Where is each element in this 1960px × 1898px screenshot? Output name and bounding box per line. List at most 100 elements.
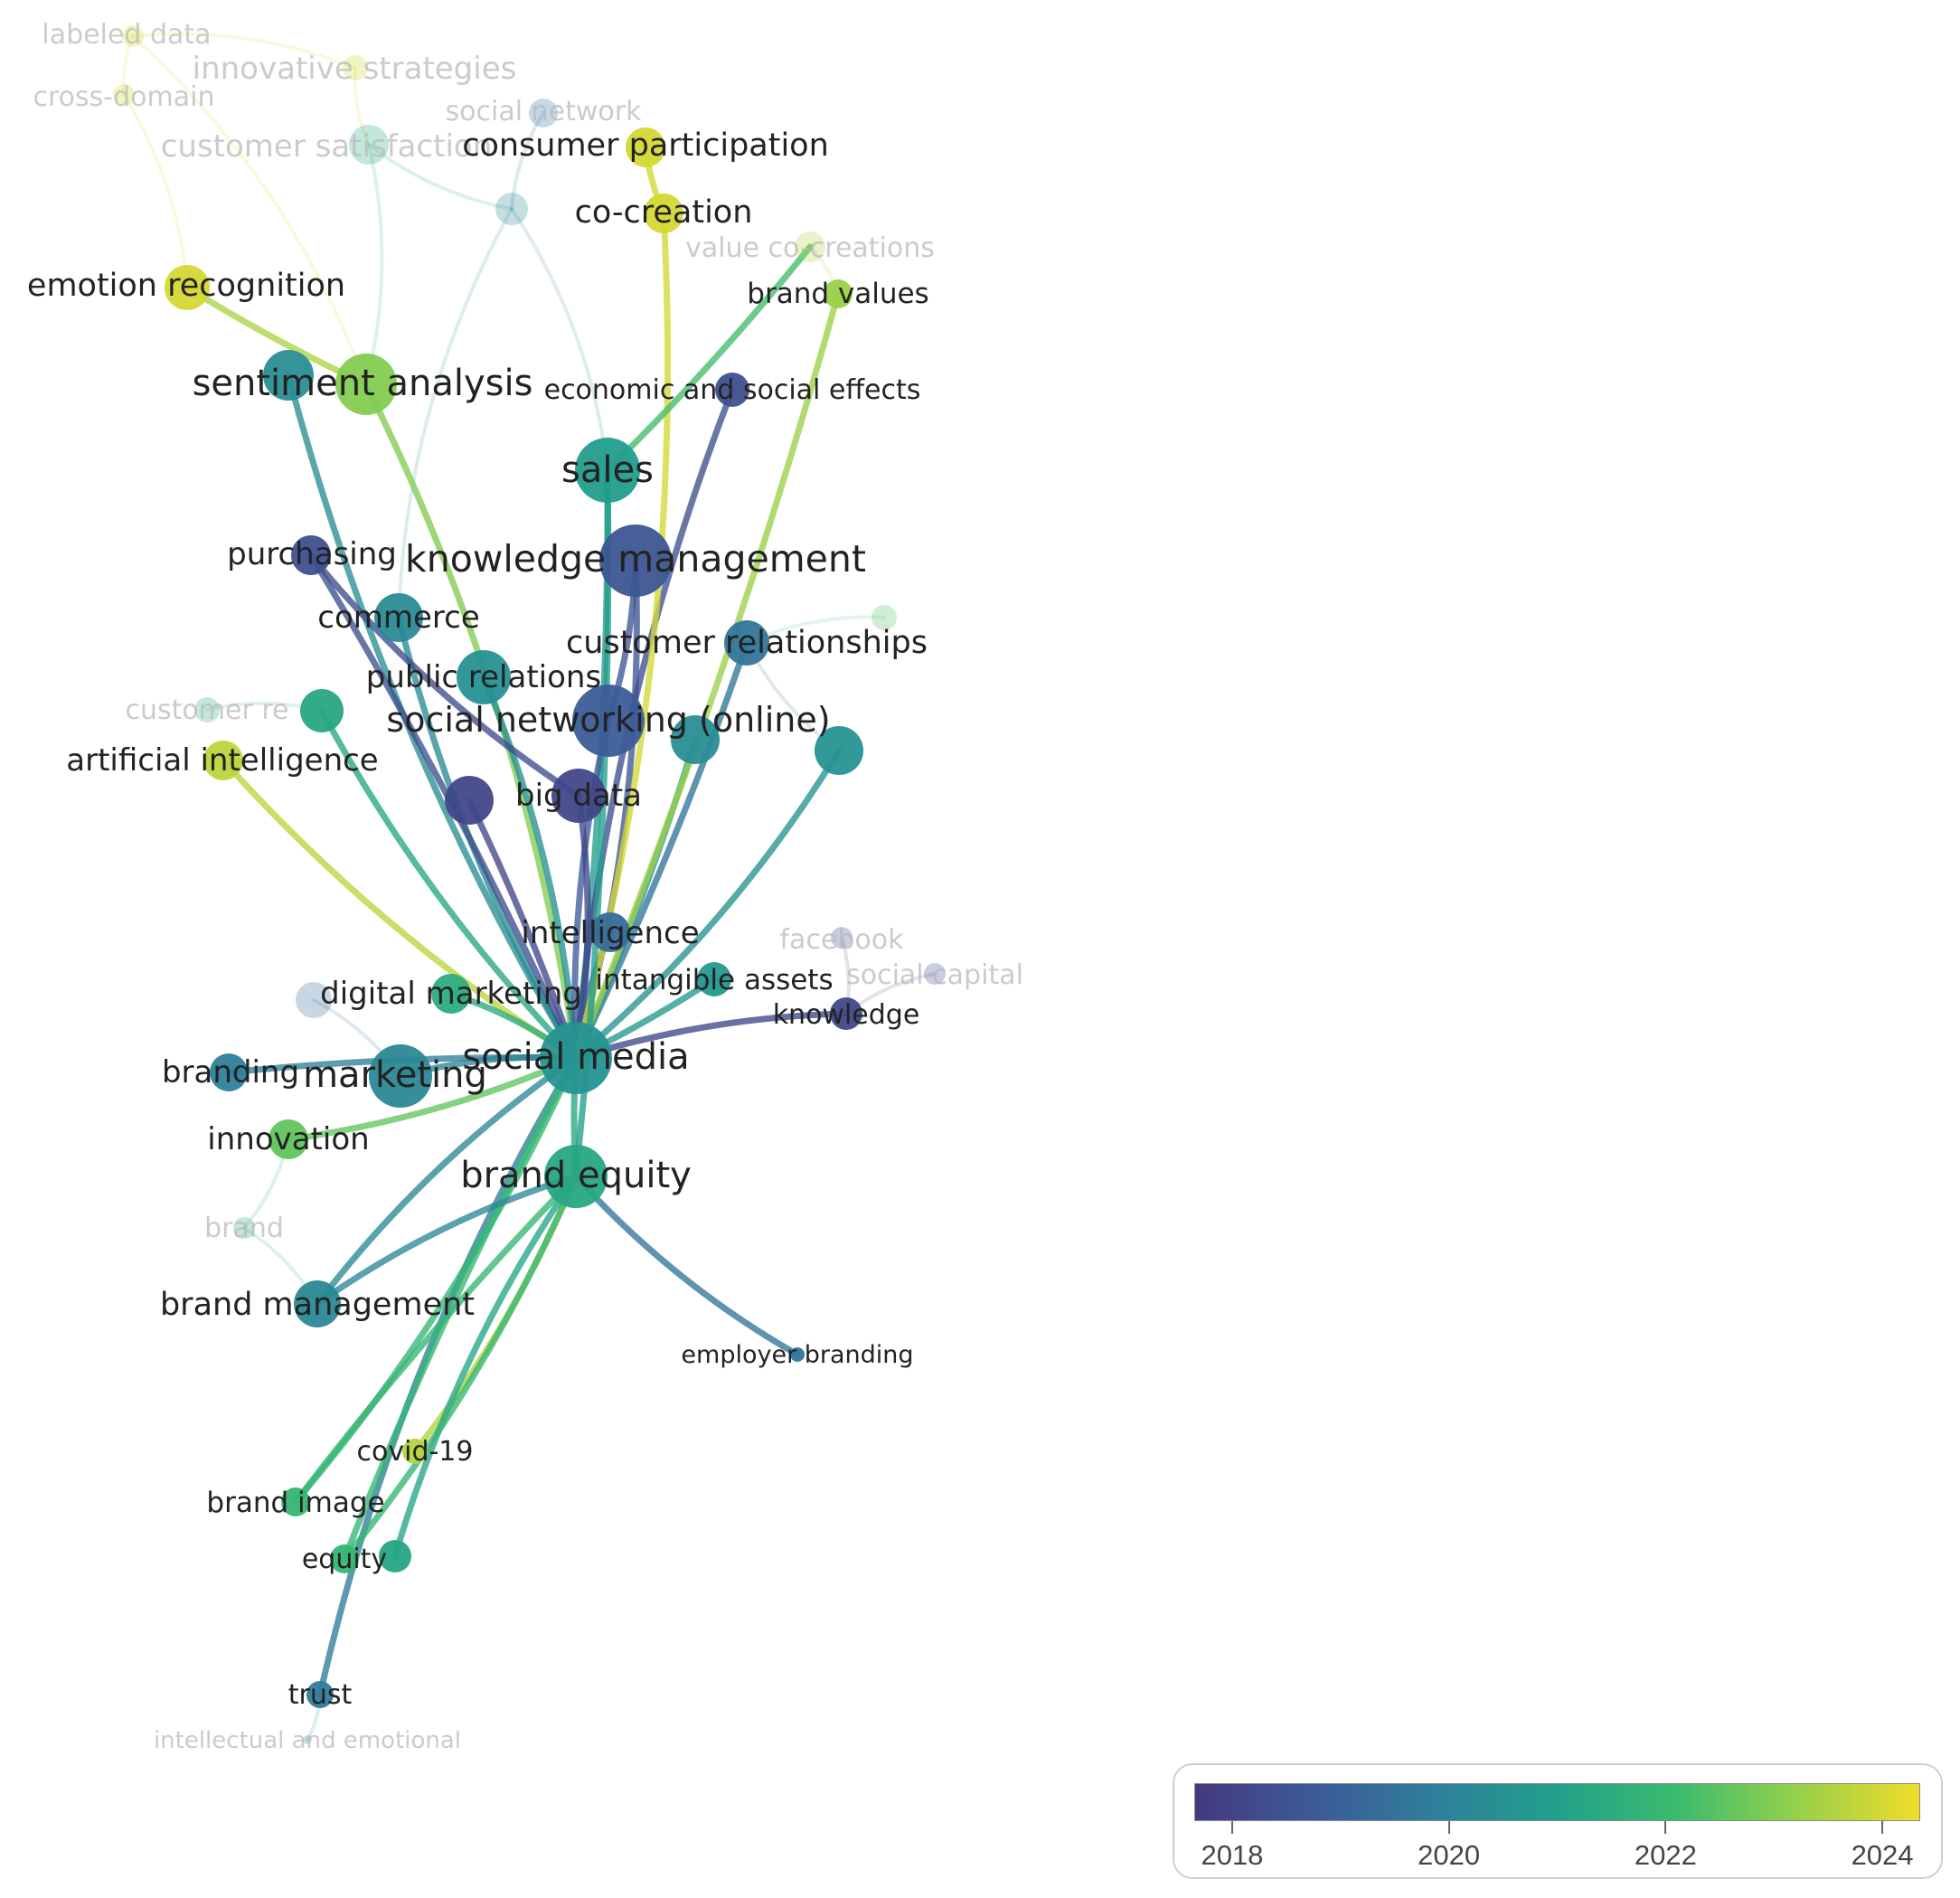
label-employer-branding: employer branding xyxy=(681,1341,913,1369)
node-customer-relationships[interactable] xyxy=(724,620,769,666)
node-branding[interactable] xyxy=(210,1053,248,1091)
node-intangible-assets[interactable] xyxy=(697,962,731,996)
node-innovation[interactable] xyxy=(269,1119,308,1159)
legend-tick-label: 2024 xyxy=(1851,1839,1914,1871)
faint-link-innovative-strategies-labeled-data xyxy=(131,32,357,70)
node-customer-r[interactable] xyxy=(194,697,220,722)
node-social-media[interactable] xyxy=(540,1022,612,1094)
label-economic-and-social-effects: economic and social effects xyxy=(544,374,921,406)
node-value-co-creations[interactable] xyxy=(795,231,825,262)
link-social-media-unlabeled-3 xyxy=(318,707,580,1062)
label-sentiment-analysis: sentiment analysis xyxy=(193,363,533,404)
link-purchasing-big-data xyxy=(307,552,582,799)
node-knowledge-management[interactable] xyxy=(599,524,672,597)
node-trust[interactable] xyxy=(306,1681,334,1708)
legend-tick-mark xyxy=(1447,1821,1450,1834)
legend-tick-mark xyxy=(1881,1821,1884,1834)
node-sales[interactable] xyxy=(575,438,640,503)
node-customer-satisfaction[interactable] xyxy=(349,125,389,165)
faint-link-innovative-strategies-customer-satisfaction xyxy=(353,66,371,146)
label-trust: trust xyxy=(288,1679,353,1711)
link-brand-equity-brand-image xyxy=(292,1173,580,1506)
node-digital-marketing[interactable] xyxy=(431,974,471,1014)
node-artificial-intelligence[interactable] xyxy=(203,741,243,780)
legend-tick-label: 2018 xyxy=(1201,1839,1264,1871)
node-intellectual-and-emotional[interactable] xyxy=(303,1735,312,1744)
label-co-creation: co-creation xyxy=(575,194,753,231)
node-sentiment-analysis[interactable] xyxy=(335,354,397,415)
node-brand-management[interactable] xyxy=(294,1280,341,1327)
node-equity[interactable] xyxy=(330,1544,359,1573)
label-artificial-intelligence: artificial intelligence xyxy=(66,742,378,779)
label-purchasing: purchasing xyxy=(227,536,397,572)
link-brand-equity-equity-dot xyxy=(391,1173,580,1560)
node-employer-branding[interactable] xyxy=(790,1347,805,1362)
node-purchasing[interactable] xyxy=(291,535,331,575)
node-sentiment-analysis-alt[interactable] xyxy=(263,350,314,401)
label-customer-r: customer re xyxy=(126,694,289,726)
node-unlabeled-6[interactable] xyxy=(445,776,494,825)
node-consumer-participation[interactable] xyxy=(626,127,665,167)
node-unlabeled-1[interactable] xyxy=(495,193,528,225)
label-equity: equity xyxy=(302,1544,387,1575)
node-brand[interactable] xyxy=(233,1217,255,1239)
label-brand-equity: brand equity xyxy=(460,1155,692,1196)
node-knowledge[interactable] xyxy=(830,997,862,1030)
node-unlabeled-5[interactable] xyxy=(815,726,863,775)
node-brand-equity[interactable] xyxy=(544,1145,608,1208)
node-innovative-strategies[interactable] xyxy=(343,55,368,80)
node-unlabeled-2[interactable] xyxy=(872,605,897,630)
node-facebook[interactable] xyxy=(831,927,853,949)
node-social-networking-online[interactable] xyxy=(572,685,645,757)
faint-link-unlabeled-1-commerce xyxy=(397,207,514,619)
label-social-media: social media xyxy=(462,1036,689,1078)
faint-link-social-network-unlabeled-1 xyxy=(510,111,545,211)
label-innovation: innovation xyxy=(207,1121,369,1157)
node-social-capital[interactable] xyxy=(924,963,946,985)
node-commerce[interactable] xyxy=(374,593,423,642)
link-brand-equity-brand-management xyxy=(314,1173,580,1308)
label-covid-19: covid-19 xyxy=(357,1436,474,1468)
label-brand-image: brand image xyxy=(206,1487,384,1519)
label-social-capital: social capital xyxy=(846,959,1023,991)
label-emotion-recognition: emotion recognition xyxy=(27,268,345,304)
label-marketing: marketing xyxy=(303,1054,487,1096)
node-emotion-recognition[interactable] xyxy=(165,265,210,310)
link-brand-equity-employer-branding xyxy=(572,1173,801,1358)
node-social-network[interactable] xyxy=(529,99,558,127)
label-labeled-data: labeled data xyxy=(42,19,211,51)
node-brand-values[interactable] xyxy=(824,279,853,308)
node-covid-19[interactable] xyxy=(402,1439,428,1464)
faint-link-labeled-data-sentiment-analysis xyxy=(131,34,368,386)
label-knowledge: knowledge xyxy=(773,999,920,1031)
faint-link-cross-domain-labeled-data xyxy=(121,34,135,97)
faint-link-customer-satisfaction-unlabeled-1 xyxy=(367,143,514,211)
node-marketing[interactable] xyxy=(369,1044,432,1108)
label-value-co-creations: value co-creations xyxy=(685,232,935,264)
node-public-relations[interactable] xyxy=(457,650,511,704)
label-social-network: social network xyxy=(446,96,643,127)
node-intelligence[interactable] xyxy=(590,912,630,952)
label-branding: branding xyxy=(162,1054,299,1091)
link-social-media-social-networking-online xyxy=(571,717,612,1062)
node-unlabeled-7[interactable] xyxy=(296,982,332,1018)
link-social-media-innovation xyxy=(285,1054,580,1143)
node-layer xyxy=(113,25,946,1744)
node-economic-and-social-effects[interactable] xyxy=(715,373,749,407)
label-commerce: commerce xyxy=(317,600,480,636)
node-equity-dot[interactable] xyxy=(379,1540,411,1572)
legend-tick-mark xyxy=(1664,1821,1667,1834)
label-knowledge-management: knowledge management xyxy=(405,537,866,581)
node-co-creation[interactable] xyxy=(644,194,683,233)
link-sales-value-co-creations xyxy=(604,243,814,474)
link-brand-equity-equity xyxy=(341,1173,580,1563)
node-big-data[interactable] xyxy=(551,769,606,823)
node-cross-domain[interactable] xyxy=(113,84,135,106)
node-unlabeled-4[interactable] xyxy=(671,715,720,764)
node-brand-image[interactable] xyxy=(281,1487,310,1516)
node-labeled-data[interactable] xyxy=(122,25,144,47)
node-unlabeled-3[interactable] xyxy=(300,689,344,732)
label-customer-relationships: customer relationships xyxy=(566,625,928,661)
